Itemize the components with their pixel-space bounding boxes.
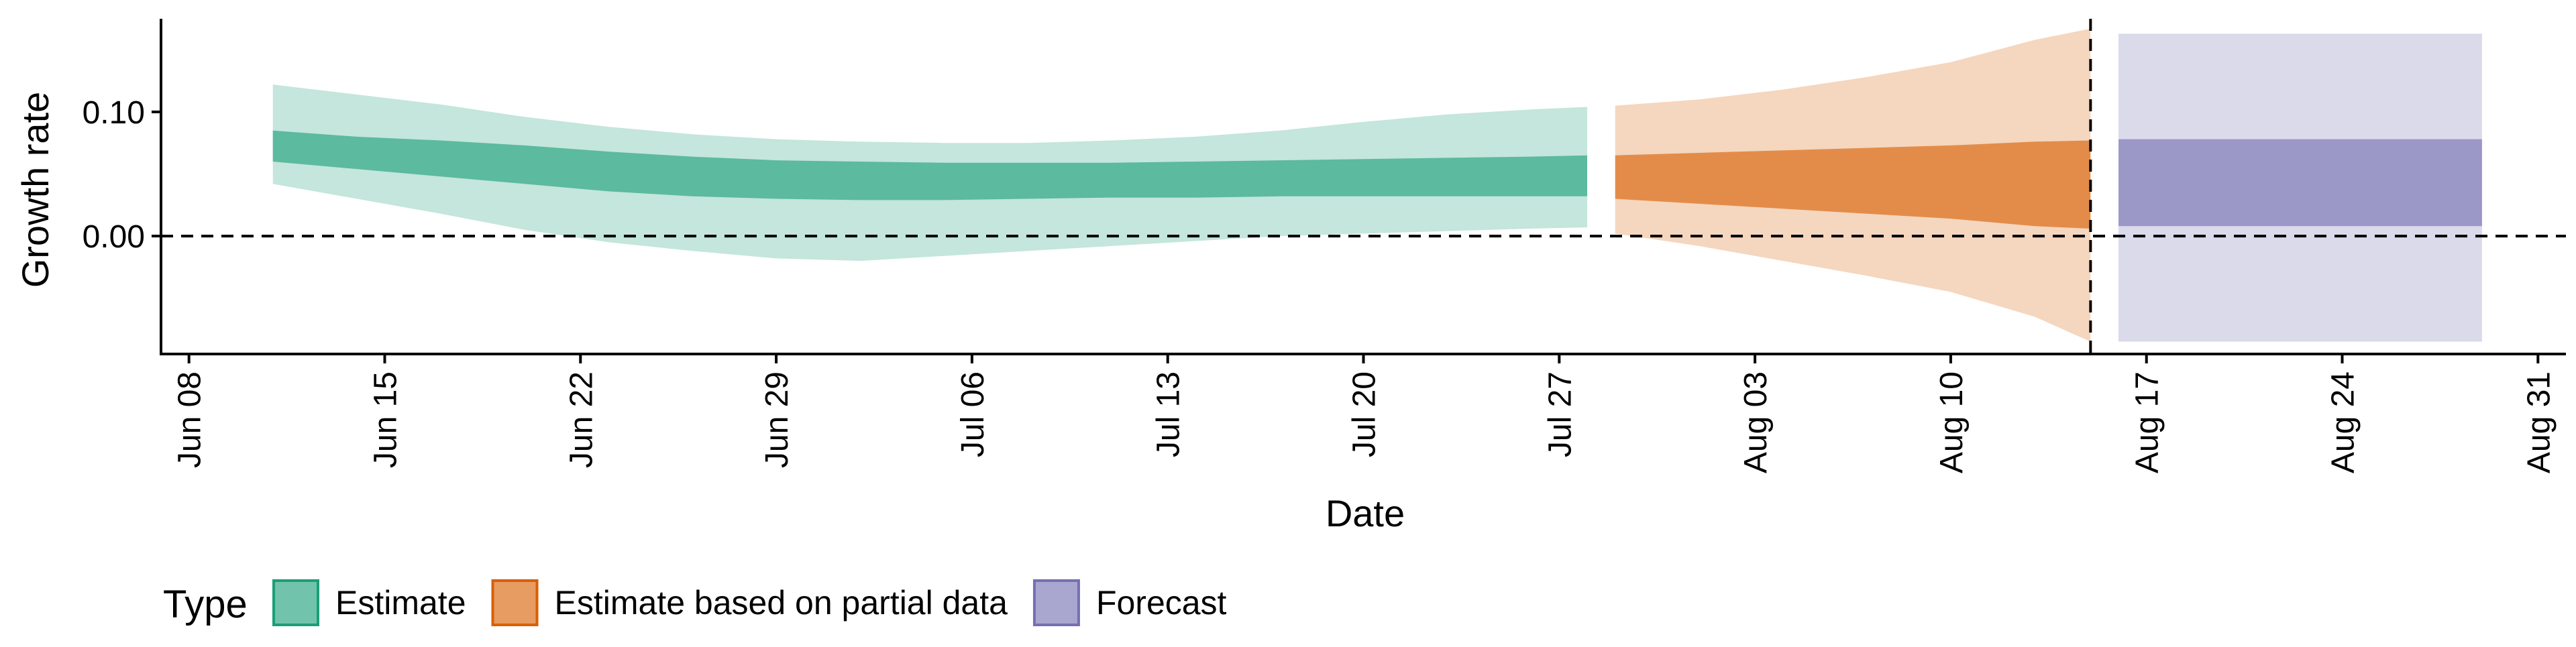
band-layer [272,28,2482,342]
legend-items: Estimate Estimate based on partial data Fo… [272,579,1227,626]
legend-title: Type [163,583,248,626]
x-tick-label: Jul 13 [1151,371,1187,457]
x-tick-label: Aug 10 [1934,371,1970,473]
axes: Jun 08 Jun 15 Jun 22 Jun 29 Jul 06 Jul 13 Jul … [83,19,2566,473]
x-tick-label: Jun 22 [564,371,599,468]
x-tick-label: Jul 20 [1347,371,1383,457]
estimate-based-on-partial-data-inner-band [1615,140,2091,229]
legend: Type Estimate Estimate based on partial d… [163,579,1227,626]
x-tick-label: Jun 29 [759,371,795,468]
legend-label-estimate: Estimate [335,584,466,622]
x-tick-label: Aug 17 [2130,371,2165,473]
x-ticks: Jun 08 Jun 15 Jun 22 Jun 29 Jul 06 Jul 13 Jul … [172,354,2557,473]
legend-key-estimate-based-on-partial-data [491,579,539,626]
x-tick-label: Jun 15 [368,371,404,468]
legend-key-forecast [1032,579,1080,626]
y-tick-label: 0.00 [83,219,145,255]
y-tick-label: 0.10 [83,95,145,131]
forecast-inner-band [2118,139,2482,227]
reference-lines [161,19,2566,354]
x-tick-label: Aug 24 [2326,371,2361,473]
x-axis-title: Date [1326,492,1405,534]
x-tick-label: Jul 27 [1542,371,1578,457]
x-tick-label: Jul 06 [955,371,991,457]
y-ticks: 0.10 0.00 [83,95,161,255]
legend-label-estimate-based-on-partial-data: Estimate based on partial data [555,584,1008,622]
estimate-inner-band [272,130,1588,200]
legend-label-forecast: Forecast [1096,584,1227,622]
legend-key-estimate [272,579,319,626]
x-tick-label: Jun 08 [172,371,208,468]
x-tick-label: Aug 03 [1738,371,1774,473]
y-axis-title: Growth rate [14,92,56,288]
x-tick-label: Aug 31 [2521,371,2557,473]
